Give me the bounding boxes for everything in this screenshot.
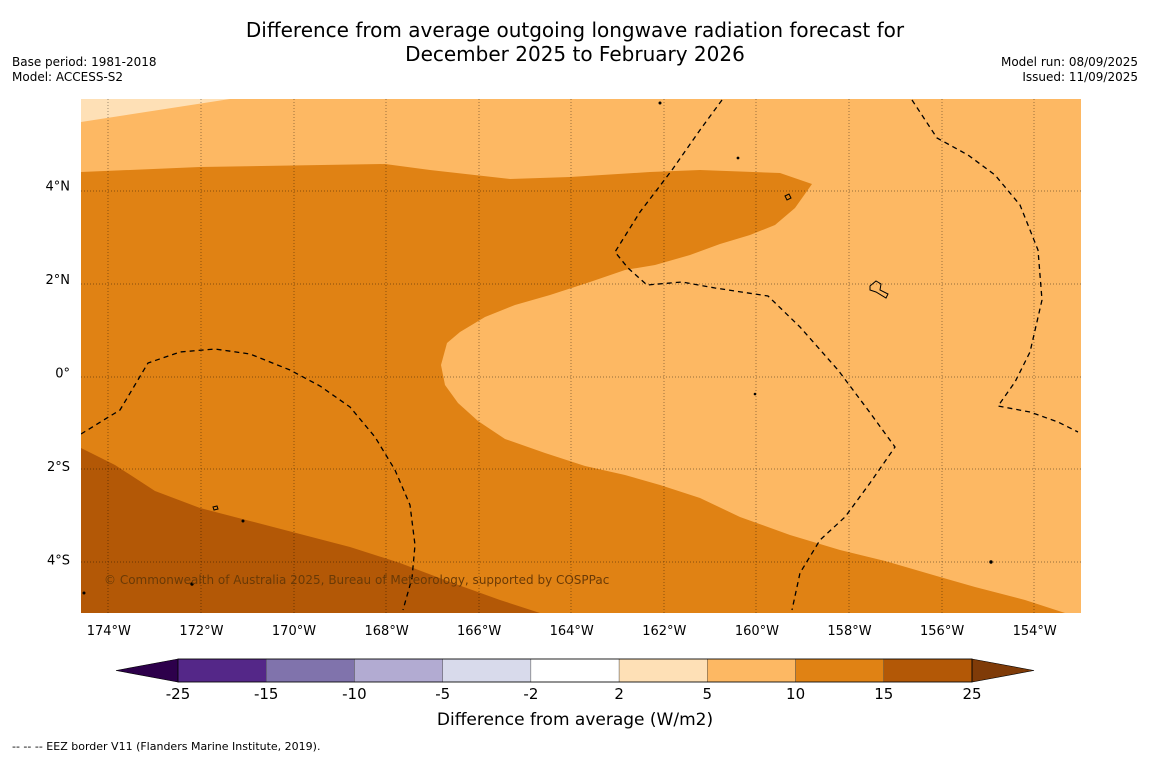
model-run-text: Model run: 08/09/2025 [1000, 55, 1138, 69]
island-icon [753, 392, 757, 396]
colorbar-tick-label: 2 [614, 685, 624, 703]
chart-title-line-1: Difference from average outgoing longwav… [245, 18, 905, 42]
lat-tick-label: 4°S [47, 553, 70, 568]
anomaly-band-10-to-15 [81, 164, 1065, 613]
colorbar-tick-label: 10 [786, 685, 805, 703]
island-icon [989, 560, 993, 564]
lon-tick-label: 156°W [920, 624, 964, 639]
colorbar-under-extension [115, 658, 179, 683]
eez-border-west [81, 348, 416, 611]
island-icon [658, 101, 662, 105]
colorbar-segment [442, 658, 532, 683]
colorbar-tick-label: -15 [254, 685, 279, 703]
lon-tick-label: 158°W [827, 624, 871, 639]
anomaly-band-2-to-5 [81, 99, 230, 122]
colorbar-segment [618, 658, 708, 683]
colorbar-tick-label: 15 [874, 685, 893, 703]
lat-tick-label: 2°S [47, 460, 70, 475]
island-icon [190, 582, 194, 586]
colorbar-segment [266, 658, 355, 683]
colorbar-segment [795, 658, 884, 683]
colorbar-segment [354, 658, 443, 683]
island-icon [736, 156, 740, 160]
lon-tick-label: 172°W [179, 624, 223, 639]
island-icon [82, 591, 86, 595]
colorbar-tick-label: -10 [342, 685, 367, 703]
colorbar-over-extension [971, 658, 1035, 683]
colorbar-segment [177, 658, 267, 683]
eez-legend-note: -- -- -- EEZ border V11 (Flanders Marine… [12, 740, 321, 753]
issued-text: Issued: 11/09/2025 [1022, 70, 1138, 84]
lat-tick-label: 2°N [46, 273, 71, 288]
longitude-tick-labels: 174°W 172°W 170°W 168°W 166°W 164°W 162°W 160°W… [87, 624, 1057, 639]
copyright-text: © Commonwealth of Australia 2025, Bureau… [104, 573, 609, 587]
eez-border-central [614, 99, 896, 611]
colorbar-segment [707, 658, 796, 683]
chart-title-line-2: December 2025 to February 2026 [405, 42, 745, 66]
colorbar-label: Difference from average (W/m2) [436, 710, 714, 730]
island-icon [869, 280, 889, 299]
lon-tick-label: 154°W [1013, 624, 1057, 639]
colorbar-segment [530, 658, 620, 683]
colorbar-outline [177, 658, 973, 683]
islands [82, 101, 993, 595]
lon-tick-label: 164°W [550, 624, 594, 639]
lon-tick-label: 160°W [735, 624, 779, 639]
lon-tick-label: 166°W [457, 624, 501, 639]
meta-left: Base period: 1981-2018 Model: ACCESS-S2 [12, 55, 157, 85]
island-icon [241, 519, 245, 523]
lon-tick-label: 162°W [642, 624, 686, 639]
island-icon [212, 505, 219, 511]
colorbar-tick-label: -25 [166, 685, 191, 703]
map-area: © Commonwealth of Australia 2025, Bureau… [81, 99, 1081, 613]
eez-borders [81, 99, 1079, 611]
lat-tick-label: 0° [55, 366, 70, 381]
base-period-text: Base period: 1981-2018 [12, 55, 157, 69]
colorbar-tick-label: -5 [435, 685, 450, 703]
chart-title: Difference from average outgoing longwav… [0, 18, 1150, 66]
colorbar-segment [883, 658, 973, 683]
model-text: Model: ACCESS-S2 [12, 70, 124, 84]
lon-tick-label: 168°W [365, 624, 409, 639]
lat-tick-label: 4°N [46, 179, 71, 194]
colorbar-tick-label: 5 [703, 685, 713, 703]
lon-tick-label: 174°W [87, 624, 131, 639]
anomaly-band-15-to-25 [81, 448, 540, 613]
colorbar: -25 -15 -10 -5 -2 2 5 10 15 25 [115, 658, 1035, 703]
colorbar-tick-label: -2 [523, 685, 538, 703]
eez-border-east [911, 99, 1079, 433]
lon-tick-label: 170°W [272, 624, 316, 639]
colorbar-tick-label: 25 [962, 685, 981, 703]
latitude-tick-labels: 4°N 2°N 0° 2°S 4°S [46, 179, 71, 568]
island-icon [784, 193, 792, 201]
meta-right: Model run: 08/09/2025 Issued: 11/09/2025 [1001, 55, 1138, 85]
